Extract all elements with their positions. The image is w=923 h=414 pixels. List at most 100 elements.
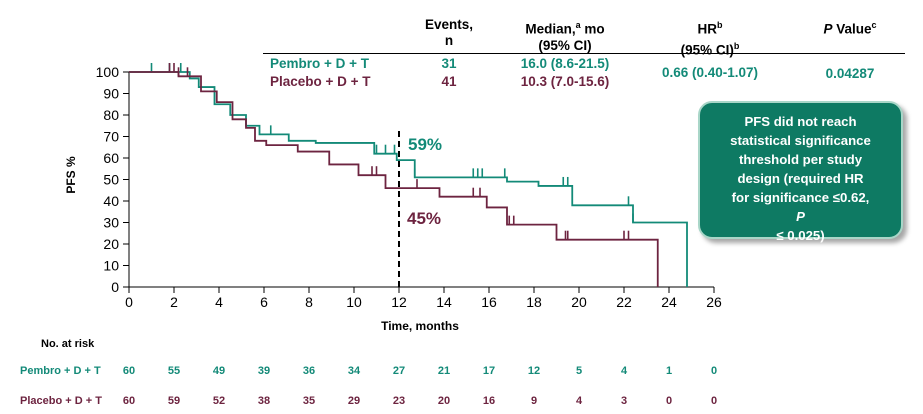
y-tick-label: 0 [111, 279, 119, 295]
x-tick-label: 0 [125, 294, 133, 310]
placebo-12mo-annotation: 45% [407, 209, 441, 228]
risk-value: 21 [437, 365, 451, 377]
header-hr-ci: (95% CI) [680, 42, 734, 57]
risk-value: 12 [527, 365, 541, 377]
callout-line-last: P ≤ 0.025) [706, 207, 895, 245]
row-pembro-name: Pembro + D + T [270, 56, 370, 71]
placebo-curve [129, 71, 659, 287]
callout-line: PFS did not reach [744, 114, 857, 129]
x-tick-label: 2 [170, 294, 178, 310]
x-tick-label: 4 [215, 294, 223, 310]
y-tick-label: 20 [103, 236, 119, 252]
row-pembro-events: 31 [441, 56, 457, 71]
risk-value: 39 [257, 365, 271, 377]
callout-line: for significance ≤0.62, [731, 190, 870, 205]
risk-value: 34 [347, 365, 361, 377]
y-tick-label: 70 [103, 129, 119, 145]
x-tick-label: 12 [391, 294, 407, 310]
risk-value: 55 [167, 365, 181, 377]
header-events-line2: n [444, 33, 454, 48]
header-median-text: Median, [525, 21, 576, 37]
risk-value: 38 [257, 395, 271, 407]
y-tick-label: 40 [103, 193, 119, 209]
survival-curves [129, 63, 688, 287]
header-events-line1: Events, [424, 17, 474, 32]
risk-value: 52 [212, 395, 226, 407]
risk-value: 4 [620, 365, 628, 377]
header-pvalue-sup: c [871, 20, 877, 30]
row-pembro-median: 16.0 (8.6-21.5) [520, 56, 610, 71]
pembro-curve [129, 71, 688, 287]
significance-callout: PFS did not reach statistical significan… [698, 101, 903, 243]
header-hr-text: HR [697, 21, 718, 37]
x-tick-label: 18 [526, 294, 542, 310]
y-tick-label: 100 [96, 64, 120, 80]
callout-p-rest: ≤ 0.025) [776, 228, 825, 243]
x-tick-label: 22 [616, 294, 632, 310]
header-pvalue-p: P [823, 21, 833, 37]
risk-value: 29 [347, 395, 361, 407]
callout-line: statistical significance [730, 133, 871, 148]
x-tick-label: 8 [305, 294, 313, 310]
row-placebo-median: 10.3 (7.0-15.6) [520, 74, 610, 89]
risk-row-label-pembro: Pembro + D + T [20, 365, 101, 377]
callout-line: design (required HR [737, 171, 864, 186]
header-median-unit: mo [580, 21, 605, 37]
risk-value: 49 [212, 365, 226, 377]
y-tick-label: 90 [103, 86, 119, 102]
row-placebo-name: Placebo + D + T [270, 74, 371, 89]
header-hr-sup: b [717, 20, 723, 30]
risk-value: 0 [710, 395, 718, 407]
risk-value: 0 [710, 365, 718, 377]
risk-table-title: No. at risk [41, 338, 95, 350]
header-median: Median,a mo (95% CI) [490, 17, 640, 54]
risk-value: 5 [575, 365, 583, 377]
x-tick-label: 10 [346, 294, 362, 310]
pembro-12mo-annotation: 59% [408, 135, 442, 154]
x-tick-label: 6 [260, 294, 268, 310]
x-tick-label: 24 [661, 294, 677, 310]
y-tick-label: 60 [103, 150, 119, 166]
p-value: 0.04287 [825, 66, 875, 81]
y-axis-label: PFS % [64, 156, 78, 194]
header-hr: HRb (95% CI)b [650, 17, 770, 58]
x-tick-label: 16 [481, 294, 497, 310]
hr-value: 0.66 (0.40-1.07) [661, 65, 759, 80]
header-events: Events, n [404, 17, 494, 49]
risk-value: 23 [392, 395, 406, 407]
risk-value: 4 [575, 395, 583, 407]
risk-row-label-placebo: Placebo + D + T [20, 395, 102, 407]
callout-line: threshold per study [738, 152, 863, 167]
risk-value: 17 [482, 365, 496, 377]
risk-value: 3 [620, 395, 628, 407]
x-tick-label: 14 [436, 294, 452, 310]
risk-value: 9 [530, 395, 538, 407]
y-tick-label: 10 [103, 258, 119, 274]
risk-value: 59 [167, 395, 181, 407]
row-placebo-events: 41 [441, 74, 457, 89]
header-pvalue-text: Value [832, 21, 872, 37]
risk-value: 27 [392, 365, 406, 377]
y-tick-label: 50 [103, 172, 119, 188]
header-pvalue: P Valuec [800, 17, 900, 38]
y-tick-label: 80 [103, 107, 119, 123]
risk-value: 35 [302, 395, 316, 407]
header-median-ci: (95% CI) [538, 37, 592, 53]
risk-value: 60 [122, 365, 136, 377]
risk-value: 16 [482, 395, 496, 407]
header-median-sup: a [575, 20, 581, 30]
x-tick-label: 26 [706, 294, 722, 310]
y-tick-label: 30 [103, 215, 119, 231]
x-axis-label: Time, months [381, 319, 459, 333]
risk-value: 20 [437, 395, 451, 407]
risk-value: 60 [122, 395, 136, 407]
callout-p: P [796, 209, 805, 224]
risk-value: 36 [302, 365, 316, 377]
table-divider [263, 53, 905, 54]
header-hr-ci-sup: b [733, 40, 740, 51]
risk-value: 0 [665, 395, 673, 407]
x-tick-label: 20 [571, 294, 587, 310]
risk-value: 1 [665, 365, 673, 377]
